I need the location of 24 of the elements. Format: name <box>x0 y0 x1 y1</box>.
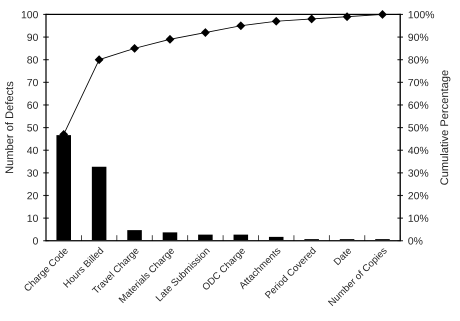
y2-tick-label: 90% <box>408 34 428 41</box>
y-tick-label: 80 <box>27 56 38 64</box>
y-axis-title: Number of Defects <box>5 82 14 173</box>
y-tick-label: 30 <box>27 169 38 177</box>
y2-tick-label: 80% <box>408 56 428 64</box>
y-tick-label: 20 <box>27 192 38 200</box>
y2-tick-label: 60% <box>408 101 428 109</box>
y-tick-label: 0 <box>32 237 38 245</box>
y-tick-label: 50 <box>27 124 38 132</box>
y-tick-label: 70 <box>27 78 38 86</box>
y-tick-label: 90 <box>27 34 38 41</box>
y-tick-label: 40 <box>27 146 38 154</box>
y2-tick-label: 40% <box>408 146 428 154</box>
y2-tick-label: 70% <box>408 78 428 86</box>
y2-tick-label: 100% <box>408 10 434 18</box>
y2-tick-label: 50% <box>408 124 428 132</box>
y2-tick-label: 0% <box>408 237 423 245</box>
y2-tick-label: 20% <box>408 192 428 200</box>
y-tick-label: 100 <box>22 10 38 18</box>
y-tick-label: 10 <box>28 214 38 222</box>
y2-tick-label: 30% <box>408 169 428 177</box>
y2-axis-title: Cumulative Percentage <box>440 70 450 185</box>
y-tick-label: 60 <box>27 101 38 109</box>
y2-tick-label: 10% <box>408 214 428 222</box>
